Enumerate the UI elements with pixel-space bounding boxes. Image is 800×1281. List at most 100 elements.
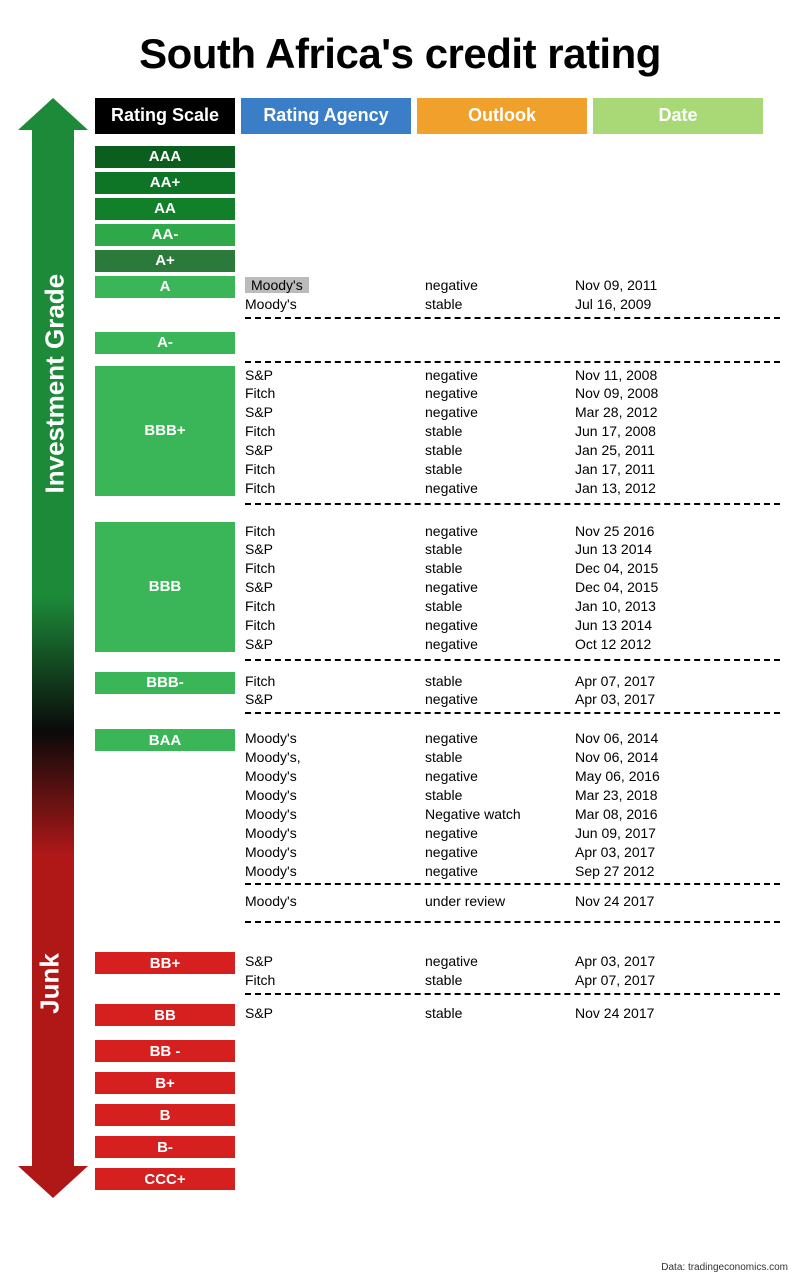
rating-row: BAAMoody'snegativeNov 06, 2014Moody's,st… [95,729,780,880]
agency-cell: Moody's [245,729,405,748]
date-cell: Apr 03, 2017 [575,952,745,971]
rating-scale-box: AA- [95,224,235,246]
rating-row: CCC+ [95,1168,780,1194]
data-block [235,250,780,276]
rating-scale-box: BBB- [95,672,235,694]
rating-row: B [95,1104,780,1130]
rating-entry: Moody'snegativeJun 09, 2017 [245,824,780,843]
agency-cell: Moody's [245,805,405,824]
outlook-cell: Negative watch [405,805,575,824]
outlook-cell: stable [405,786,575,805]
outlook-cell: negative [405,824,575,843]
outlook-cell: negative [405,522,575,541]
separator [245,712,780,714]
data-block: FitchnegativeNov 25 2016S&PstableJun 13 … [235,522,780,656]
rating-row: Moody'sunder reviewNov 24 2017 [95,892,780,918]
header-row: Rating Scale Rating Agency Outlook Date [95,98,780,134]
agency-cell: Moody's [245,862,405,881]
rating-entry: Moody'snegativeSep 27 2012 [245,862,780,881]
agency-cell: Moody's [245,892,405,911]
date-cell: Nov 06, 2014 [575,748,745,767]
rating-entry: FitchstableJun 17, 2008 [245,422,780,441]
outlook-cell: stable [405,460,575,479]
rating-row: AA+ [95,172,780,198]
arrow-column: Investment Grade Junk [10,98,95,1198]
rating-scale-box: BB [95,1004,235,1026]
date-cell: May 06, 2016 [575,767,745,786]
rating-entry: S&PnegativeDec 04, 2015 [245,578,780,597]
rating-entry: Moody's,stableNov 06, 2014 [245,748,780,767]
rating-scale-box: B [95,1104,235,1126]
rating-row: AA [95,198,780,224]
header-date: Date [593,98,763,134]
agency-cell: Moody's [245,295,405,314]
date-cell: Jun 13 2014 [575,616,745,635]
outlook-cell: stable [405,597,575,616]
data-block: Moody'snegativeNov 06, 2014Moody's,stabl… [235,729,780,880]
date-cell: Oct 12 2012 [575,635,745,654]
rating-scale-box: CCC+ [95,1168,235,1190]
agency-cell: Moody's [245,843,405,862]
separator [245,659,780,661]
agency-cell: S&P [245,952,405,971]
agency-cell: Moody's, [245,748,405,767]
rating-scale-box: AA [95,198,235,220]
rating-entry: FitchstableApr 07, 2017 [245,971,780,990]
data-block: Moody'sunder reviewNov 24 2017 [235,892,780,918]
outlook-cell: stable [405,295,575,314]
outlook-cell: negative [405,952,575,971]
date-cell: Jan 10, 2013 [575,597,745,616]
separator [245,993,780,995]
rating-row: B- [95,1136,780,1162]
agency-cell: Fitch [245,479,405,498]
outlook-cell: stable [405,441,575,460]
separator [245,317,780,319]
arrow-up-icon [18,98,88,130]
date-cell: Jul 16, 2009 [575,295,745,314]
rating-row: B+ [95,1072,780,1098]
rating-scale-box: A+ [95,250,235,272]
outlook-cell: negative [405,862,575,881]
agency-cell: Fitch [245,616,405,635]
date-cell: Nov 24 2017 [575,892,745,911]
outlook-cell: stable [405,971,575,990]
rows-container: AAAAA+AAAA-A+AMoody'snegativeNov 09, 201… [95,146,780,1194]
rating-entry: S&PnegativeMar 28, 2012 [245,403,780,422]
data-block: FitchstableApr 07, 2017S&PnegativeApr 03… [235,672,780,710]
date-cell: Nov 09, 2011 [575,276,745,295]
outlook-cell: negative [405,276,575,295]
date-cell: Jun 13 2014 [575,540,745,559]
rating-scale-box: B+ [95,1072,235,1094]
rating-entry: Moody'snegativeApr 03, 2017 [245,843,780,862]
agency-cell: Fitch [245,971,405,990]
agency-cell: Fitch [245,597,405,616]
main-column: Rating Scale Rating Agency Outlook Date … [95,98,780,1198]
rating-entry: FitchnegativeNov 09, 2008 [245,384,780,403]
rating-entry: FitchstableJan 17, 2011 [245,460,780,479]
data-block [235,172,780,198]
data-block: S&PnegativeNov 11, 2008FitchnegativeNov … [235,366,780,500]
rating-scale-box: A- [95,332,235,354]
rating-scale-box: A [95,276,235,298]
agency-cell: Fitch [245,522,405,541]
arrow-label-junk: Junk [35,924,66,1044]
rating-entry: S&PstableNov 24 2017 [245,1004,780,1023]
rating-scale-box: BBB+ [95,366,235,496]
date-cell: Nov 25 2016 [575,522,745,541]
separator [245,503,780,505]
outlook-cell: negative [405,366,575,385]
data-block [235,198,780,224]
agency-cell: S&P [245,690,405,709]
outlook-cell: under review [405,892,575,911]
outlook-cell: negative [405,843,575,862]
footer-credit: Data: tradingeconomics.com [661,1262,788,1273]
agency-cell: Moody's [245,767,405,786]
rating-entry: FitchnegativeNov 25 2016 [245,522,780,541]
outlook-cell: stable [405,672,575,691]
data-block [235,1168,780,1194]
date-cell: Nov 06, 2014 [575,729,745,748]
arrow-label-investment: Investment Grade [40,294,71,494]
header-outlook: Outlook [417,98,587,134]
date-cell: Jan 25, 2011 [575,441,745,460]
outlook-cell: negative [405,616,575,635]
